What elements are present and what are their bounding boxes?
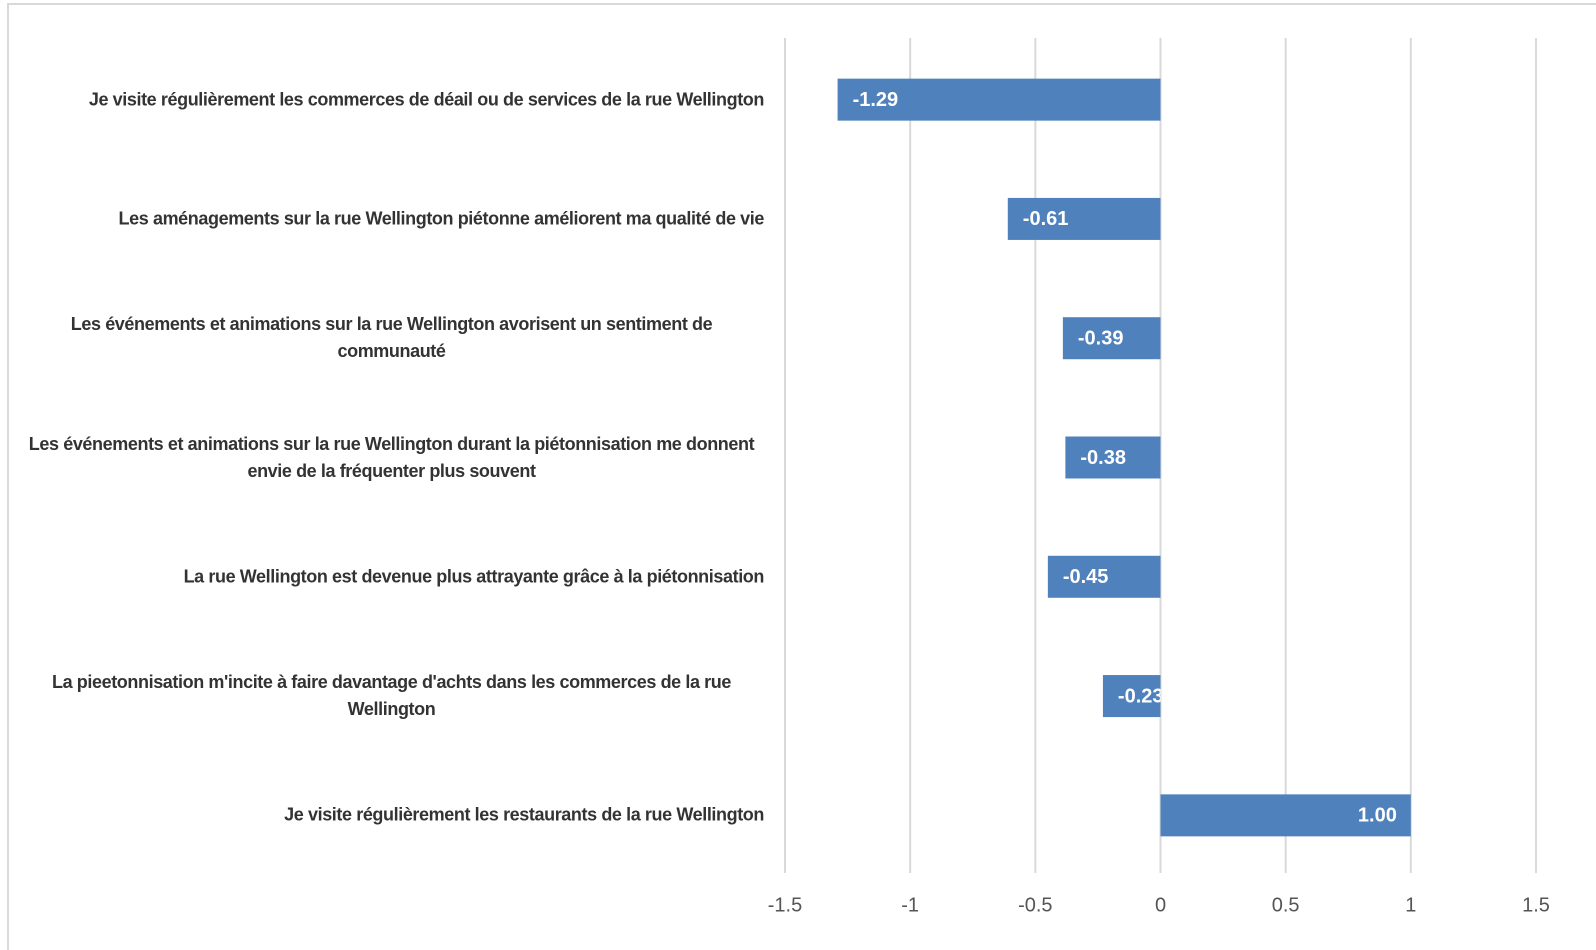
x-tick-label: 0.5 [1272,894,1300,916]
x-tick-label: 1.5 [1522,894,1550,916]
bar [837,78,1161,121]
bar [1102,675,1161,718]
value-label: -0.45 [1063,566,1109,588]
category-label: La pieetonnisation m'incite à faire dava… [51,672,731,720]
bar [1160,794,1411,837]
frame [7,3,1596,950]
value-label: -0.61 [1023,208,1069,230]
bar [1065,436,1161,479]
bar [1007,197,1161,240]
category-label: Les événements et animations sur la rue … [70,314,713,362]
bar [1047,555,1161,598]
category-label: Je visite régulièrement les restaurants … [284,804,764,825]
category-label: La rue Wellington est devenue plus attra… [183,566,765,587]
value-label: -0.39 [1078,327,1124,349]
value-label: -0.38 [1080,447,1126,469]
category-label: Les aménagements sur la rue Wellington p… [118,208,765,229]
value-label: 1.00 [1358,805,1397,827]
x-tick-label: 1 [1405,894,1416,916]
x-tick-label: -1.5 [768,894,802,916]
category-label: Je visite régulièrement les commerces de… [88,89,765,110]
value-label: -0.23 [1118,685,1164,707]
x-tick-label: -0.5 [1018,894,1052,916]
bar [1062,317,1161,360]
x-tick-label: -1 [901,894,919,916]
x-tick-label: 0 [1155,894,1166,916]
category-label: Les événements et animations sur la rue … [28,433,755,481]
value-label: -1.29 [853,89,899,111]
